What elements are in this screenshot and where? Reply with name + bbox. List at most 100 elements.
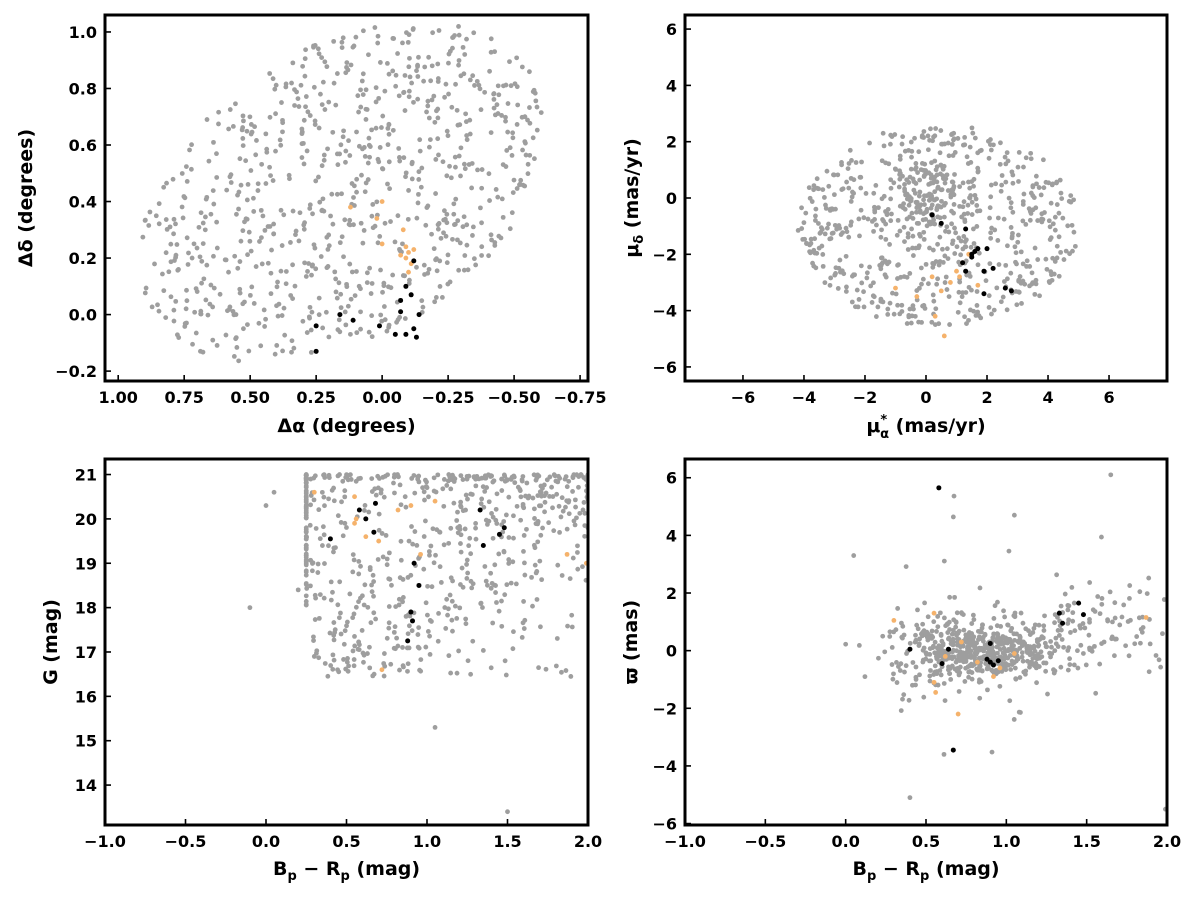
field-point xyxy=(397,482,403,488)
field-point xyxy=(1065,621,1071,626)
field-point xyxy=(968,648,974,654)
field-point xyxy=(808,236,814,242)
field-point xyxy=(904,196,910,202)
field-point xyxy=(358,595,363,601)
field-point xyxy=(969,125,975,131)
field-point xyxy=(511,177,517,183)
field-point xyxy=(168,294,174,300)
member-point xyxy=(1002,285,1008,291)
field-point xyxy=(331,80,337,86)
field-point xyxy=(818,229,824,235)
field-point xyxy=(971,183,976,189)
field-point xyxy=(362,154,368,159)
field-point xyxy=(556,503,562,509)
field-point xyxy=(921,197,926,203)
field-point xyxy=(358,87,363,93)
field-point xyxy=(906,314,912,320)
field-point xyxy=(809,199,815,204)
candidate-point xyxy=(379,241,385,247)
field-point xyxy=(1146,575,1152,581)
field-point xyxy=(255,188,261,193)
field-point xyxy=(187,147,192,153)
field-point xyxy=(200,241,206,247)
field-point xyxy=(900,205,906,211)
field-point xyxy=(168,259,174,265)
field-point xyxy=(409,176,415,182)
field-point xyxy=(963,665,969,671)
field-point xyxy=(971,226,976,232)
field-point xyxy=(382,220,388,226)
field-point xyxy=(501,472,507,478)
field-point xyxy=(330,129,336,135)
field-point xyxy=(336,280,342,286)
candidate-point xyxy=(893,285,898,291)
field-point xyxy=(216,109,222,115)
candidate-point xyxy=(914,294,920,299)
member-point xyxy=(929,212,935,218)
field-point xyxy=(435,136,441,142)
field-point xyxy=(954,648,959,654)
candidate-point xyxy=(975,659,980,665)
field-point xyxy=(311,497,317,503)
field-point xyxy=(814,185,820,191)
field-point xyxy=(1008,628,1014,634)
field-point xyxy=(455,218,461,224)
field-point xyxy=(360,92,366,97)
field-point xyxy=(1021,641,1027,647)
field-point xyxy=(921,236,927,242)
field-point xyxy=(419,165,425,171)
field-point xyxy=(508,83,514,89)
field-point xyxy=(438,580,444,585)
field-point xyxy=(473,521,479,526)
field-point xyxy=(356,599,361,605)
field-point xyxy=(1134,634,1140,639)
field-point xyxy=(377,60,383,65)
field-point xyxy=(1039,211,1045,217)
member-point xyxy=(403,331,409,337)
field-point xyxy=(898,274,904,280)
field-point xyxy=(1054,243,1060,249)
field-point xyxy=(1047,650,1052,656)
field-point xyxy=(349,269,355,275)
field-point xyxy=(515,102,521,108)
field-point xyxy=(340,478,346,484)
field-point xyxy=(1023,155,1029,161)
field-point xyxy=(1021,164,1026,170)
field-point xyxy=(171,307,177,313)
field-point xyxy=(270,76,276,82)
field-point xyxy=(912,639,918,645)
field-point xyxy=(891,180,897,186)
field-point xyxy=(535,520,541,526)
field-point xyxy=(441,542,447,548)
field-point xyxy=(559,669,564,675)
field-point xyxy=(292,283,298,289)
field-point xyxy=(920,629,926,635)
field-point xyxy=(484,485,490,490)
field-point xyxy=(496,551,502,557)
field-point xyxy=(263,181,269,186)
field-point xyxy=(947,627,952,632)
field-point xyxy=(428,543,434,549)
field-point xyxy=(1057,633,1062,638)
x-tick-label: 4 xyxy=(1042,388,1053,407)
field-point xyxy=(263,503,269,508)
field-point xyxy=(979,668,985,674)
field-point xyxy=(238,182,244,188)
field-point xyxy=(947,322,952,327)
field-point xyxy=(1082,625,1088,631)
field-point xyxy=(991,307,997,313)
field-point xyxy=(581,500,587,505)
field-point xyxy=(343,70,349,76)
field-point xyxy=(538,532,544,538)
field-point xyxy=(332,269,338,275)
x-tick-label: 0.5 xyxy=(332,832,360,851)
field-point xyxy=(1043,660,1049,666)
field-point xyxy=(321,532,327,538)
field-point xyxy=(919,319,924,325)
field-point xyxy=(995,215,1001,221)
field-point xyxy=(248,168,254,173)
field-point xyxy=(474,78,480,84)
y-tick-label: 21 xyxy=(75,466,97,485)
field-point xyxy=(998,624,1004,629)
candidate-point xyxy=(948,280,953,285)
